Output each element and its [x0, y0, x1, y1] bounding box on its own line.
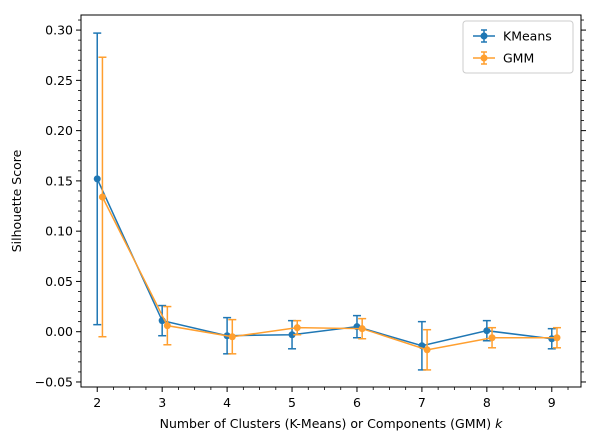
y-tick-label: 0.15 [45, 173, 73, 188]
y-tick-label: 0.20 [45, 123, 73, 138]
legend-marker [481, 55, 488, 62]
series-kmeans [93, 33, 556, 370]
x-tick-label: 3 [158, 395, 166, 410]
data-point [553, 334, 560, 341]
y-axis-label: Silhouette Score [9, 149, 24, 252]
series-layer [93, 33, 561, 370]
x-tick-label: 4 [223, 395, 231, 410]
y-tick-label: 0.05 [45, 274, 73, 289]
data-point [359, 325, 366, 332]
x-tick-label: 6 [353, 395, 361, 410]
x-tick-label: 8 [483, 395, 491, 410]
legend-label: KMeans [503, 29, 552, 44]
data-point [164, 322, 171, 329]
y-tick-label: 0.25 [45, 73, 73, 88]
data-point [489, 334, 496, 341]
x-axis-label: Number of Clusters (K-Means) or Componen… [160, 416, 504, 431]
x-tick-label: 2 [93, 395, 101, 410]
y-tick-label: 0.00 [45, 324, 73, 339]
legend: KMeans GMM [463, 21, 573, 73]
ticks-layer: 2 3 4 5 6 7 8 9 −0.05 0.00 0.05 0.10 0.15 0.20 0.25 0.3… [35, 20, 586, 410]
series-gmm [98, 57, 561, 370]
legend-marker [481, 33, 488, 40]
x-tick-label: 5 [288, 395, 296, 410]
data-point [94, 175, 101, 182]
y-tick-label: 0.30 [45, 23, 73, 38]
legend-item-gmm: GMM [473, 51, 534, 66]
legend-item-kmeans: KMeans [473, 29, 552, 44]
legend-label: GMM [503, 51, 534, 66]
x-tick-label: 9 [548, 395, 556, 410]
x-tick-label: 7 [418, 395, 426, 410]
y-tick-label: −0.05 [35, 374, 73, 389]
data-point [229, 333, 236, 340]
y-tick-label: 0.10 [45, 224, 73, 239]
data-point [424, 346, 431, 353]
data-point [99, 193, 106, 200]
data-point [294, 324, 301, 331]
